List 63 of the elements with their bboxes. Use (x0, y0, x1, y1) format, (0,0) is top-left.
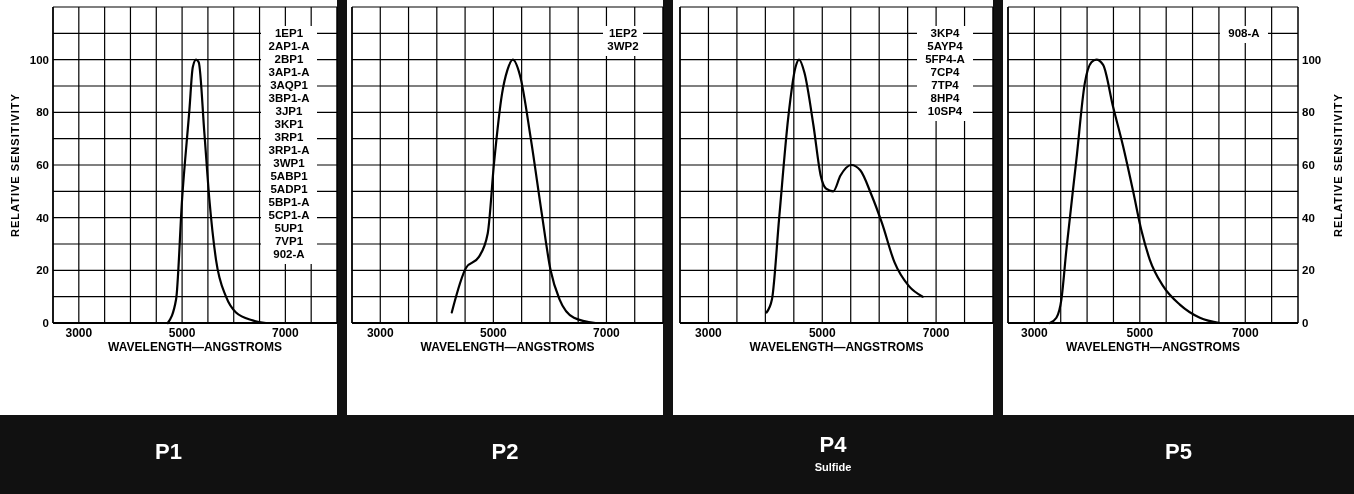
annotation: 3RP1-A (268, 144, 310, 156)
annotation: 3WP2 (607, 40, 639, 52)
text: P5 (1165, 439, 1192, 464)
x-axis-title: WAVELENGTH—ANGSTROMS (749, 340, 924, 354)
y2-tick-label: 60 (1302, 159, 1315, 171)
annotation: 1EP2 (608, 27, 638, 39)
annotation: 7CP4 (930, 66, 960, 78)
x-axis-title: WAVELENGTH—ANGSTROMS (420, 340, 595, 354)
text: P2 (491, 439, 519, 464)
annotation: 3AP1-A (268, 66, 310, 78)
annotation: 3WP1 (273, 157, 306, 169)
x-tick-label: 5000 (1126, 326, 1154, 340)
x-axis-title: WAVELENGTH—ANGSTROMS (1066, 340, 1240, 354)
y2-tick-label: 80 (1302, 106, 1315, 119)
annotation: 5FP4-A (925, 53, 965, 65)
annotation: 5AYP4 (927, 40, 964, 52)
annotation: 3KP1 (274, 118, 304, 130)
annotation: 1EP1 (274, 27, 304, 39)
annotation: 3RP1 (274, 131, 304, 143)
annotation: 3JP1 (275, 105, 304, 117)
y2-tick-label: 100 (1302, 53, 1322, 66)
y-tick-label: 20 (36, 264, 49, 277)
y-tick-label: 60 (36, 159, 49, 171)
annotation: 5ABP1 (270, 170, 309, 182)
annotation: 3BP1-A (268, 92, 310, 104)
y2-tick-label: 0 (1302, 317, 1309, 329)
x-tick-label: 7000 (272, 326, 300, 340)
annotation: 7VP1 (274, 235, 304, 247)
annotation: 10SP4 (927, 105, 963, 117)
annotation: 7TP4 (931, 79, 960, 91)
x-tick-label: 3000 (65, 326, 93, 340)
annotation: 8HP4 (930, 92, 960, 104)
text: P1 (155, 439, 182, 464)
annotation: 3AQP1 (270, 79, 309, 91)
x-tick-label: 3000 (1021, 326, 1049, 340)
x-tick-label: 3000 (366, 326, 394, 340)
annotation: 5CP1-A (268, 209, 310, 221)
x-tick-label: 7000 (593, 326, 621, 340)
x-tick-label: 5000 (808, 326, 836, 340)
y-axis-title: RELATIVE SENSITIVITY (9, 93, 21, 237)
annotation: 2BP1 (274, 53, 304, 65)
annotation: 902-A (273, 248, 305, 260)
y2-tick-label: 40 (1302, 211, 1315, 224)
annotation: 5BP1-A (268, 196, 310, 208)
y-tick-label: 40 (36, 211, 49, 224)
y-tick-label: 100 (29, 53, 49, 66)
annotation: 2AP1-A (268, 40, 310, 52)
annotation: 3KP4 (930, 27, 960, 39)
x-tick-label: 5000 (480, 326, 508, 340)
x-tick-label: 7000 (922, 326, 950, 340)
text: P4 (819, 432, 848, 457)
annotation: 5UP1 (274, 222, 304, 234)
annotation: 908-A (1228, 27, 1260, 39)
x-tick-label: 7000 (1231, 326, 1259, 340)
y2-tick-label: 20 (1302, 264, 1315, 277)
y-tick-label: 80 (36, 106, 49, 119)
text: Sulfide (814, 461, 852, 473)
y2-axis-title: RELATIVE SENSITIVITY (1332, 93, 1344, 237)
y-tick-label: 0 (42, 317, 49, 329)
x-tick-label: 5000 (168, 326, 196, 340)
annotation: 5ADP1 (270, 183, 309, 195)
x-tick-label: 3000 (695, 326, 723, 340)
x-axis-title: WAVELENGTH—ANGSTROMS (108, 340, 282, 354)
